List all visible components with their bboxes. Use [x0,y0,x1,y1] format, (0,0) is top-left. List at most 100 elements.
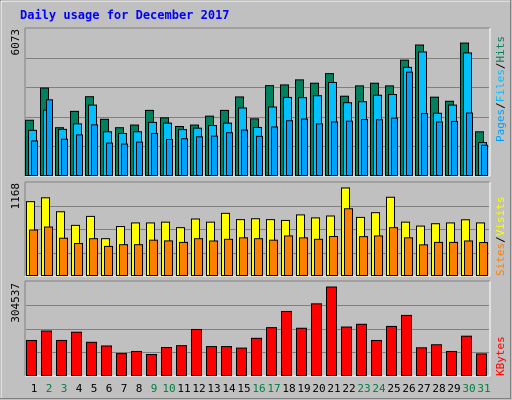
bar-pages-day-15 [241,129,248,176]
bar-sites-day-18 [284,235,293,277]
x-label-day-2: 2 [46,382,53,395]
bar-sites-day-23 [359,236,368,276]
x-label-day-18: 18 [282,382,295,395]
x-label-day-10: 10 [162,382,175,395]
bars [25,42,488,377]
bar-kbytes-day-26 [401,314,412,376]
bar-sites-day-16 [254,238,263,277]
bar-sites-day-6 [104,245,113,277]
x-label-day-7: 7 [121,382,128,395]
bar-pages-day-3 [61,138,68,177]
bar-sites-day-24 [374,235,383,277]
bar-pages-day-24 [376,119,383,176]
bar-kbytes-day-1 [26,339,37,376]
bar-sites-day-4 [74,242,83,277]
bar-kbytes-day-29 [446,350,457,377]
bar-kbytes-day-31 [476,353,487,377]
x-label-day-1: 1 [31,382,38,395]
x-label-day-21: 21 [327,382,340,395]
bar-kbytes-day-5 [86,341,97,377]
bar-kbytes-day-6 [101,345,112,377]
bar-kbytes-day-27 [416,347,427,376]
bar-sites-day-9 [149,239,158,276]
x-label-day-28: 28 [432,382,445,395]
bar-kbytes-day-4 [71,331,82,376]
x-label-day-26: 26 [402,382,415,395]
bar-kbytes-day-16 [251,337,262,377]
bar-kbytes-day-14 [221,346,232,376]
bar-kbytes-day-8 [131,350,142,377]
bar-pages-day-1 [31,140,38,176]
x-label-day-15: 15 [237,382,250,395]
bar-sites-day-8 [134,244,143,277]
bar-kbytes-day-7 [116,353,127,376]
bar-kbytes-day-12 [191,328,202,376]
bar-sites-day-28 [434,241,443,276]
x-label-day-20: 20 [312,382,325,395]
bar-kbytes-day-22 [341,326,352,376]
x-label-day-27: 27 [417,382,430,395]
legend-top: Pages/Files/Hits [494,36,507,142]
bar-sites-day-14 [224,238,233,276]
bar-pages-day-22 [346,120,353,176]
bar-pages-day-4 [76,134,83,176]
bar-kbytes-day-17 [266,327,277,377]
bar-pages-day-7 [121,143,128,177]
bar-kbytes-day-23 [356,323,367,377]
bar-pages-day-30 [466,112,473,176]
bar-kbytes-day-20 [311,303,322,377]
x-label-day-11: 11 [177,382,190,395]
x-label-day-19: 19 [297,382,310,395]
x-label-day-25: 25 [387,382,400,395]
legend-separator: / [494,236,507,243]
legend-middle: Sites/Visits [494,197,507,277]
bar-sites-day-21 [329,235,338,276]
legend-visits: Visits [494,197,507,237]
x-label-day-17: 17 [267,382,280,395]
bar-pages-day-23 [361,119,368,176]
bar-pages-day-27 [421,113,428,176]
legend-hits: Hits [494,36,507,63]
bar-sites-day-3 [59,237,68,276]
x-label-day-23: 23 [357,382,370,395]
bar-pages-day-8 [136,141,143,176]
bar-pages-day-13 [211,135,218,176]
bar-kbytes-day-11 [176,345,187,377]
x-label-day-14: 14 [222,382,236,395]
y-max-label-top: 6073 [9,29,22,56]
x-label-day-6: 6 [106,382,113,395]
legend-separator: / [494,102,507,109]
bar-sites-day-17 [269,239,278,276]
bar-kbytes-day-13 [206,346,217,376]
y-max-label-bottom: 304537 [9,283,22,323]
x-label-day-3: 3 [61,382,68,395]
x-label-day-9: 9 [151,382,158,395]
bar-kbytes-day-3 [56,339,67,376]
bar-kbytes-day-15 [236,347,247,377]
bar-pages-day-20 [316,123,323,177]
x-label-day-29: 29 [447,382,460,395]
bar-sites-day-22 [344,208,353,276]
bar-pages-day-17 [271,126,278,176]
bar-pages-day-16 [256,135,263,177]
bar-kbytes-day-30 [461,335,472,377]
x-axis-labels: 1 2 3 4 5 6 7 8 9 10 11 12 13 14 15 16 17 18 19 20 21 22 23 24 2… [31,382,491,395]
bar-sites-day-12 [194,238,203,277]
bar-kbytes-day-21 [326,286,337,377]
x-label-day-5: 5 [91,382,98,395]
bar-pages-day-12 [196,136,203,177]
bar-kbytes-day-9 [146,354,157,376]
bar-pages-day-14 [226,132,233,177]
bar-sites-day-31 [479,242,488,277]
bar-pages-day-10 [166,138,173,176]
legend-separator: / [494,63,507,70]
legend-sites: Sites [494,243,507,276]
bar-pages-day-11 [181,138,188,177]
bar-kbytes-day-25 [386,325,397,377]
bar-kbytes-day-28 [431,344,442,377]
x-label-day-24: 24 [372,382,386,395]
x-label-day-31: 31 [477,382,490,395]
bar-sites-day-5 [89,238,98,277]
